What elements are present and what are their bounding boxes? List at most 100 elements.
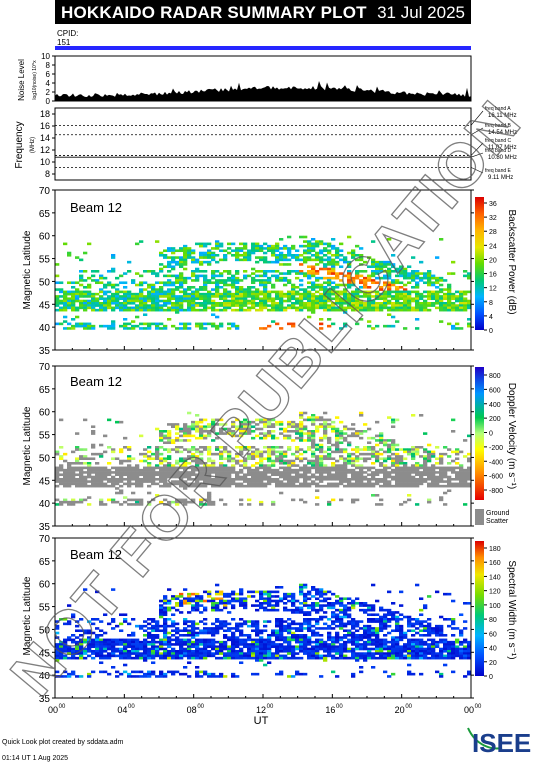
data-cell (219, 308, 224, 312)
data-cell (243, 634, 248, 637)
data-cell (343, 622, 348, 626)
data-cell (111, 320, 116, 323)
data-cell (203, 327, 208, 330)
data-cell (399, 297, 404, 301)
data-cell (327, 652, 332, 655)
data-cell (395, 482, 400, 486)
data-cell (327, 295, 332, 298)
data-cell (243, 288, 248, 291)
data-cell (391, 281, 396, 285)
data-cell (175, 631, 180, 635)
data-cell (235, 484, 240, 488)
data-cell (267, 468, 272, 472)
data-cell (271, 286, 276, 289)
data-cell (147, 299, 152, 303)
data-cell (207, 675, 212, 678)
data-cell (179, 290, 184, 294)
data-cell (335, 618, 340, 621)
data-cell (395, 462, 400, 465)
data-cell (151, 672, 156, 676)
data-cell (175, 650, 180, 653)
data-cell (259, 484, 264, 488)
data-cell (111, 650, 116, 653)
data-cell (151, 473, 156, 477)
data-cell (111, 638, 116, 642)
data-cell (199, 425, 204, 429)
data-cell (183, 295, 188, 298)
data-cell (95, 473, 100, 477)
data-cell (407, 299, 412, 303)
data-cell (351, 297, 356, 301)
data-cell (247, 425, 252, 429)
data-cell (219, 274, 224, 278)
data-cell (115, 290, 120, 294)
data-cell (295, 647, 300, 651)
data-cell (135, 675, 140, 678)
data-cell (67, 297, 72, 301)
data-cell (167, 631, 172, 635)
data-cell (395, 473, 400, 477)
data-cell (179, 634, 184, 637)
data-cell (279, 634, 284, 637)
data-cell (363, 423, 368, 426)
data-cell (207, 256, 212, 259)
data-cell (327, 425, 332, 429)
data-cell (435, 276, 440, 280)
data-cell (455, 484, 460, 488)
data-cell (83, 290, 88, 294)
data-cell (183, 650, 188, 653)
data-cell (79, 448, 84, 451)
data-cell (99, 650, 104, 653)
data-cell (207, 482, 212, 486)
data-cell (323, 484, 328, 488)
data-cell (135, 308, 140, 312)
data-cell (111, 588, 116, 591)
data-cell (319, 615, 324, 619)
data-cell (127, 656, 132, 660)
data-cell (215, 624, 220, 628)
data-cell (367, 297, 372, 301)
data-cell (387, 306, 392, 310)
data-cell (299, 270, 304, 273)
data-cell (307, 652, 312, 655)
data-cell (155, 327, 160, 330)
noise-tick-label: 4 (46, 79, 51, 88)
data-cell (407, 272, 412, 275)
data-cell (271, 254, 276, 257)
data-cell (235, 652, 240, 655)
data-cell (395, 292, 400, 296)
data-cell (303, 652, 308, 655)
data-cell (243, 464, 248, 467)
colorbar-tick-label: 0 (489, 431, 493, 438)
data-cell (455, 466, 460, 470)
data-cell (379, 304, 384, 307)
data-cell (139, 304, 144, 307)
data-cell (367, 302, 372, 305)
data-cell (407, 292, 412, 296)
data-cell (355, 297, 360, 301)
data-cell (63, 500, 68, 504)
data-cell (291, 650, 296, 653)
data-cell (63, 299, 68, 303)
data-cell (275, 244, 280, 248)
data-cell (103, 468, 108, 472)
data-cell (291, 599, 296, 603)
data-cell (303, 500, 308, 504)
data-cell (235, 675, 240, 678)
data-cell (371, 240, 376, 243)
data-cell (387, 260, 392, 264)
data-cell (163, 466, 168, 470)
data-cell (143, 638, 148, 642)
data-cell (135, 464, 140, 467)
data-cell (243, 638, 248, 642)
data-cell (335, 482, 340, 486)
data-cell (451, 272, 456, 275)
data-cell (99, 645, 104, 649)
data-cell (79, 629, 84, 633)
data-cell (199, 263, 204, 266)
data-cell (147, 324, 152, 328)
data-cell (75, 446, 80, 449)
data-cell (335, 475, 340, 479)
data-cell (283, 427, 288, 431)
data-cell (183, 322, 188, 326)
